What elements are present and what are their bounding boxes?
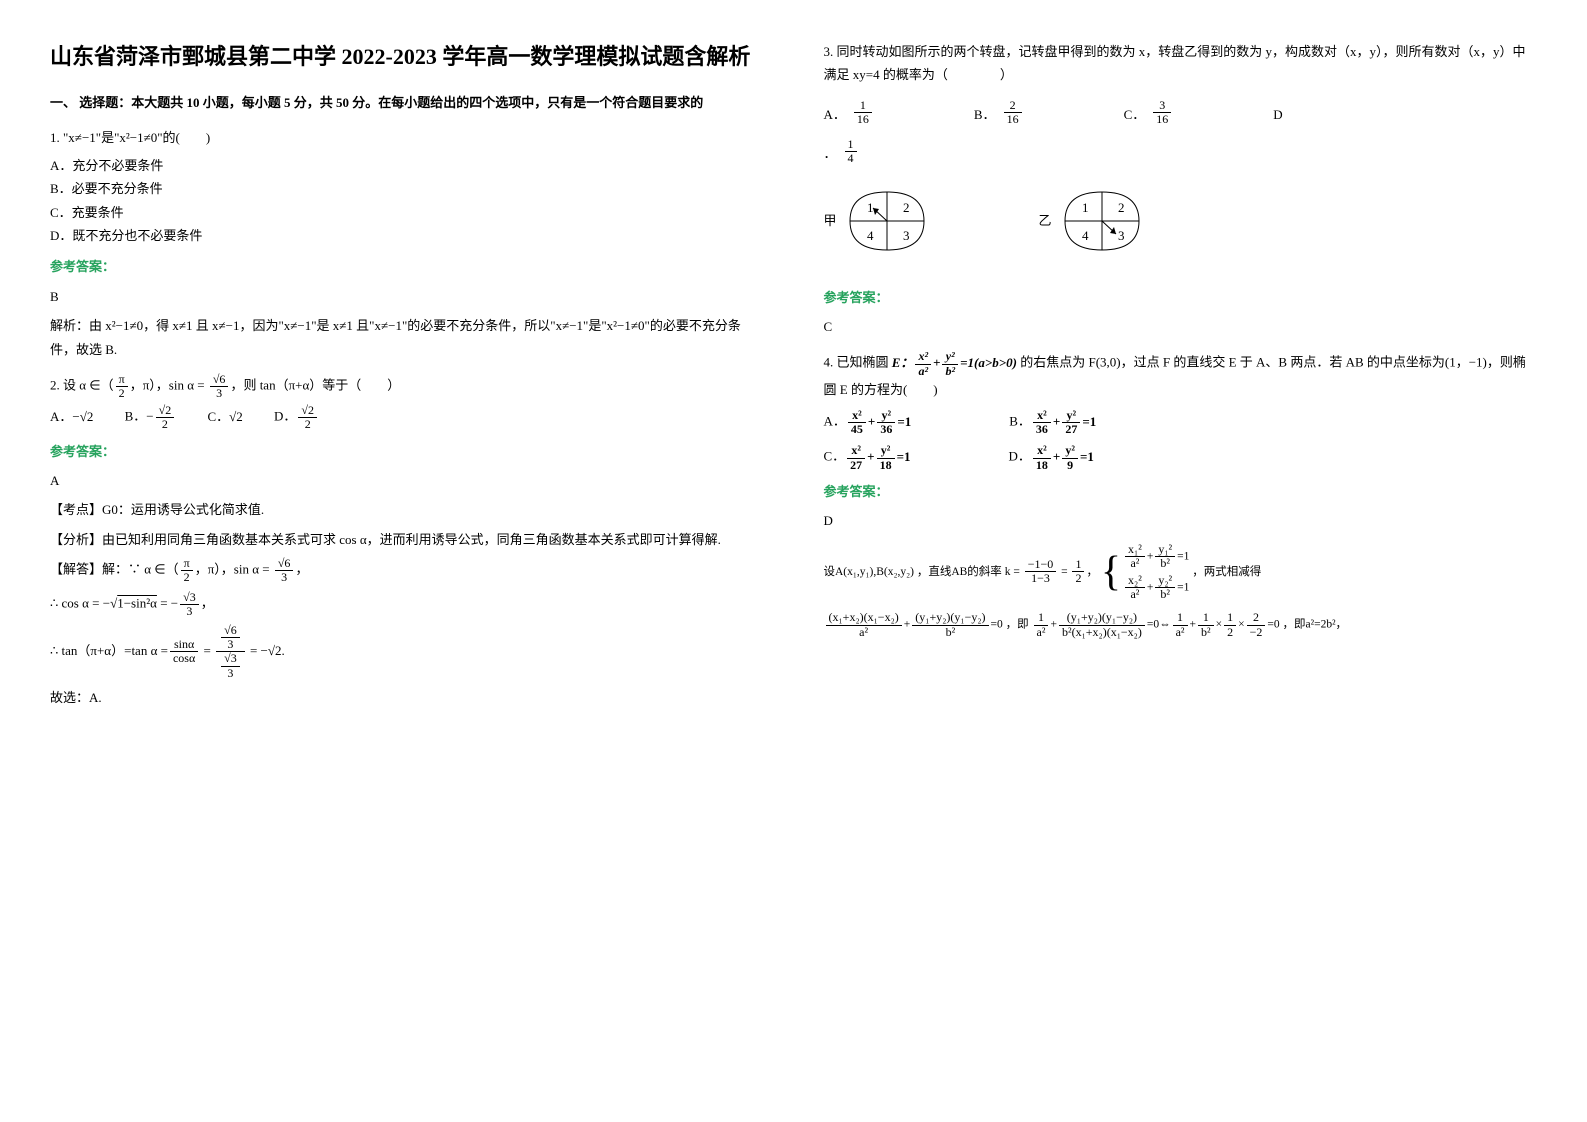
q4-sol-line2: (x₁+x₂)(x₁−x₂)a²+(y₁+y₂)(y₁−y₂)b²=0 ，即 1…: [824, 611, 1538, 638]
q3-opt-c: C．316: [1124, 99, 1174, 126]
doc-title: 山东省菏泽市鄄城县第二中学 2022-2023 学年高一数学理模拟试题含解析: [50, 40, 764, 73]
q4-opt-d: D．x²18+y²9=1: [1009, 444, 1094, 471]
q2-opt-d: D．√22: [274, 404, 319, 431]
q4-ellipse-eq: E：x²a²+y²b²=1(a>b>0): [892, 355, 1017, 370]
q3-stem: 3. 同时转动如图所示的两个转盘，记转盘甲得到的数为 x，转盘乙得到的数为 y，…: [824, 40, 1538, 87]
frac-sqrt6-3: √63: [208, 373, 231, 400]
q4-opt-c: C．x²27+y²18=1: [824, 444, 911, 471]
q4-opt-b: B．x²36+y²27=1: [1009, 409, 1096, 436]
q2-sol-cos: ∴ cos α = −√1−sin²α = −√33，: [50, 591, 764, 618]
q2-stem-a: 2. 设 α ∈（: [50, 378, 114, 393]
q1-opt-b: B．必要不充分条件: [50, 177, 764, 200]
q1-opt-c: C．充要条件: [50, 201, 764, 224]
q4-sol-a: 设A(x₁,y₁),B(x₂,y₂) ，直线AB的斜率: [824, 566, 1002, 578]
spinner-yi-icon: 1 2 4 3: [1060, 184, 1144, 258]
q2-stem-b: ，π），sin α =: [130, 378, 205, 393]
svg-text:2: 2: [1118, 200, 1125, 215]
section-head: 一、 选择题：本大题共 10 小题，每小题 5 分，共 50 分。在每小题给出的…: [50, 91, 764, 114]
q4-sol-d: ，即a²=2b²，: [1283, 619, 1348, 631]
q1-opt-a: A．充分不必要条件: [50, 154, 764, 177]
q2-sol-a: 【解答】解：∵ α ∈（: [50, 562, 179, 577]
q4-stem: 4. 已知椭圆 E：x²a²+y²b²=1(a>b>0) 的右焦点为 F(3,0…: [824, 350, 1538, 401]
svg-text:3: 3: [1118, 228, 1125, 243]
q3-ans-label: 参考答案：: [824, 286, 1538, 309]
q1-stem: 1. "x≠−1"是"x²−1≠0"的( ): [50, 126, 764, 149]
q3-opts-row1: A．116 B．216 C．316 D: [824, 99, 1538, 126]
q2-opt-b: B．−√22: [125, 404, 177, 431]
q2-sol-end: 故选：A.: [50, 686, 764, 709]
q1-explanation: 解析：由 x²−1≠0，得 x≠1 且 x≠−1，因为"x≠−1"是 x≠1 且…: [50, 314, 764, 361]
q2-opts: A．−√2 B．−√22 C．√2 D．√22: [50, 404, 764, 431]
q4-sol-b: ，两式相减得: [1192, 566, 1261, 578]
spinner-label-yi: 乙: [1039, 209, 1052, 232]
spinner-row: 甲 1 2 4 3 乙 1: [824, 184, 1538, 258]
q2-analysis: 【分析】由已知利用同角三角函数基本关系式可求 cos α，进而利用诱导公式，同角…: [50, 528, 764, 551]
q3-opts-row2: ．14: [824, 138, 1538, 165]
spinner-jia-icon: 1 2 4 3: [845, 184, 929, 258]
q2-sol-tan-text: ∴ tan（π+α）=tan α =: [50, 643, 168, 658]
q2-sol-c: ，: [295, 562, 308, 577]
q2-point: 【考点】G0：运用诱导公式化简求值.: [50, 498, 764, 521]
svg-text:4: 4: [867, 228, 874, 243]
svg-text:4: 4: [1082, 228, 1089, 243]
q4-opts-row1: A．x²45+y²36=1 B．x²36+y²27=1: [824, 409, 1538, 436]
q1-ans-label: 参考答案：: [50, 255, 764, 278]
q4-sol-line1: 设A(x₁,y₁),B(x₂,y₂) ，直线AB的斜率 k = −1−01−3 …: [824, 543, 1538, 602]
q2-ans-label: 参考答案：: [50, 440, 764, 463]
q2-sol-tan: ∴ tan（π+α）=tan α =sinαcosα = √63√33 = −√…: [50, 624, 764, 680]
q2-sol-b: ，π），sin α =: [195, 562, 270, 577]
q2-stem-c: ，则 tan（π+α）等于（ ）: [230, 378, 400, 393]
svg-text:1: 1: [1082, 200, 1089, 215]
q4-ans: D: [824, 509, 1538, 532]
spinner-label-jia: 甲: [824, 209, 837, 232]
q2-stem: 2. 设 α ∈（π2，π），sin α = √63，则 tan（π+α）等于（…: [50, 373, 764, 400]
q2-ans: A: [50, 469, 764, 492]
svg-text:1: 1: [867, 200, 874, 215]
q3-opt-d2: ．14: [824, 138, 859, 165]
q2-sol-line1: 【解答】解：∵ α ∈（π2，π），sin α = √63，: [50, 557, 764, 584]
q1-ans: B: [50, 285, 764, 308]
q4-sol-c: ，即: [1006, 619, 1029, 631]
q4-opts-row2: C．x²27+y²18=1 D．x²18+y²9=1: [824, 444, 1538, 471]
q3-opt-b: B．216: [974, 99, 1024, 126]
q4-stem-a: 4. 已知椭圆: [824, 355, 889, 370]
frac-pi-2: π2: [114, 373, 130, 400]
q2-opt-a: A．−√2: [50, 405, 93, 428]
q4-ans-label: 参考答案：: [824, 480, 1538, 503]
q3-ans: C: [824, 315, 1538, 338]
q4-opt-a: A．x²45+y²36=1: [824, 409, 912, 436]
svg-text:3: 3: [903, 228, 910, 243]
q3-opt-a: A．116: [824, 99, 874, 126]
q3-opt-d: D: [1273, 103, 1282, 126]
q4-system: { x₁²a²+y₁²b²=1 x₂²a²+y₂²b²=1: [1101, 543, 1189, 602]
svg-text:2: 2: [903, 200, 910, 215]
q2-opt-c: C．√2: [207, 405, 242, 428]
q1-opt-d: D．既不充分也不必要条件: [50, 224, 764, 247]
